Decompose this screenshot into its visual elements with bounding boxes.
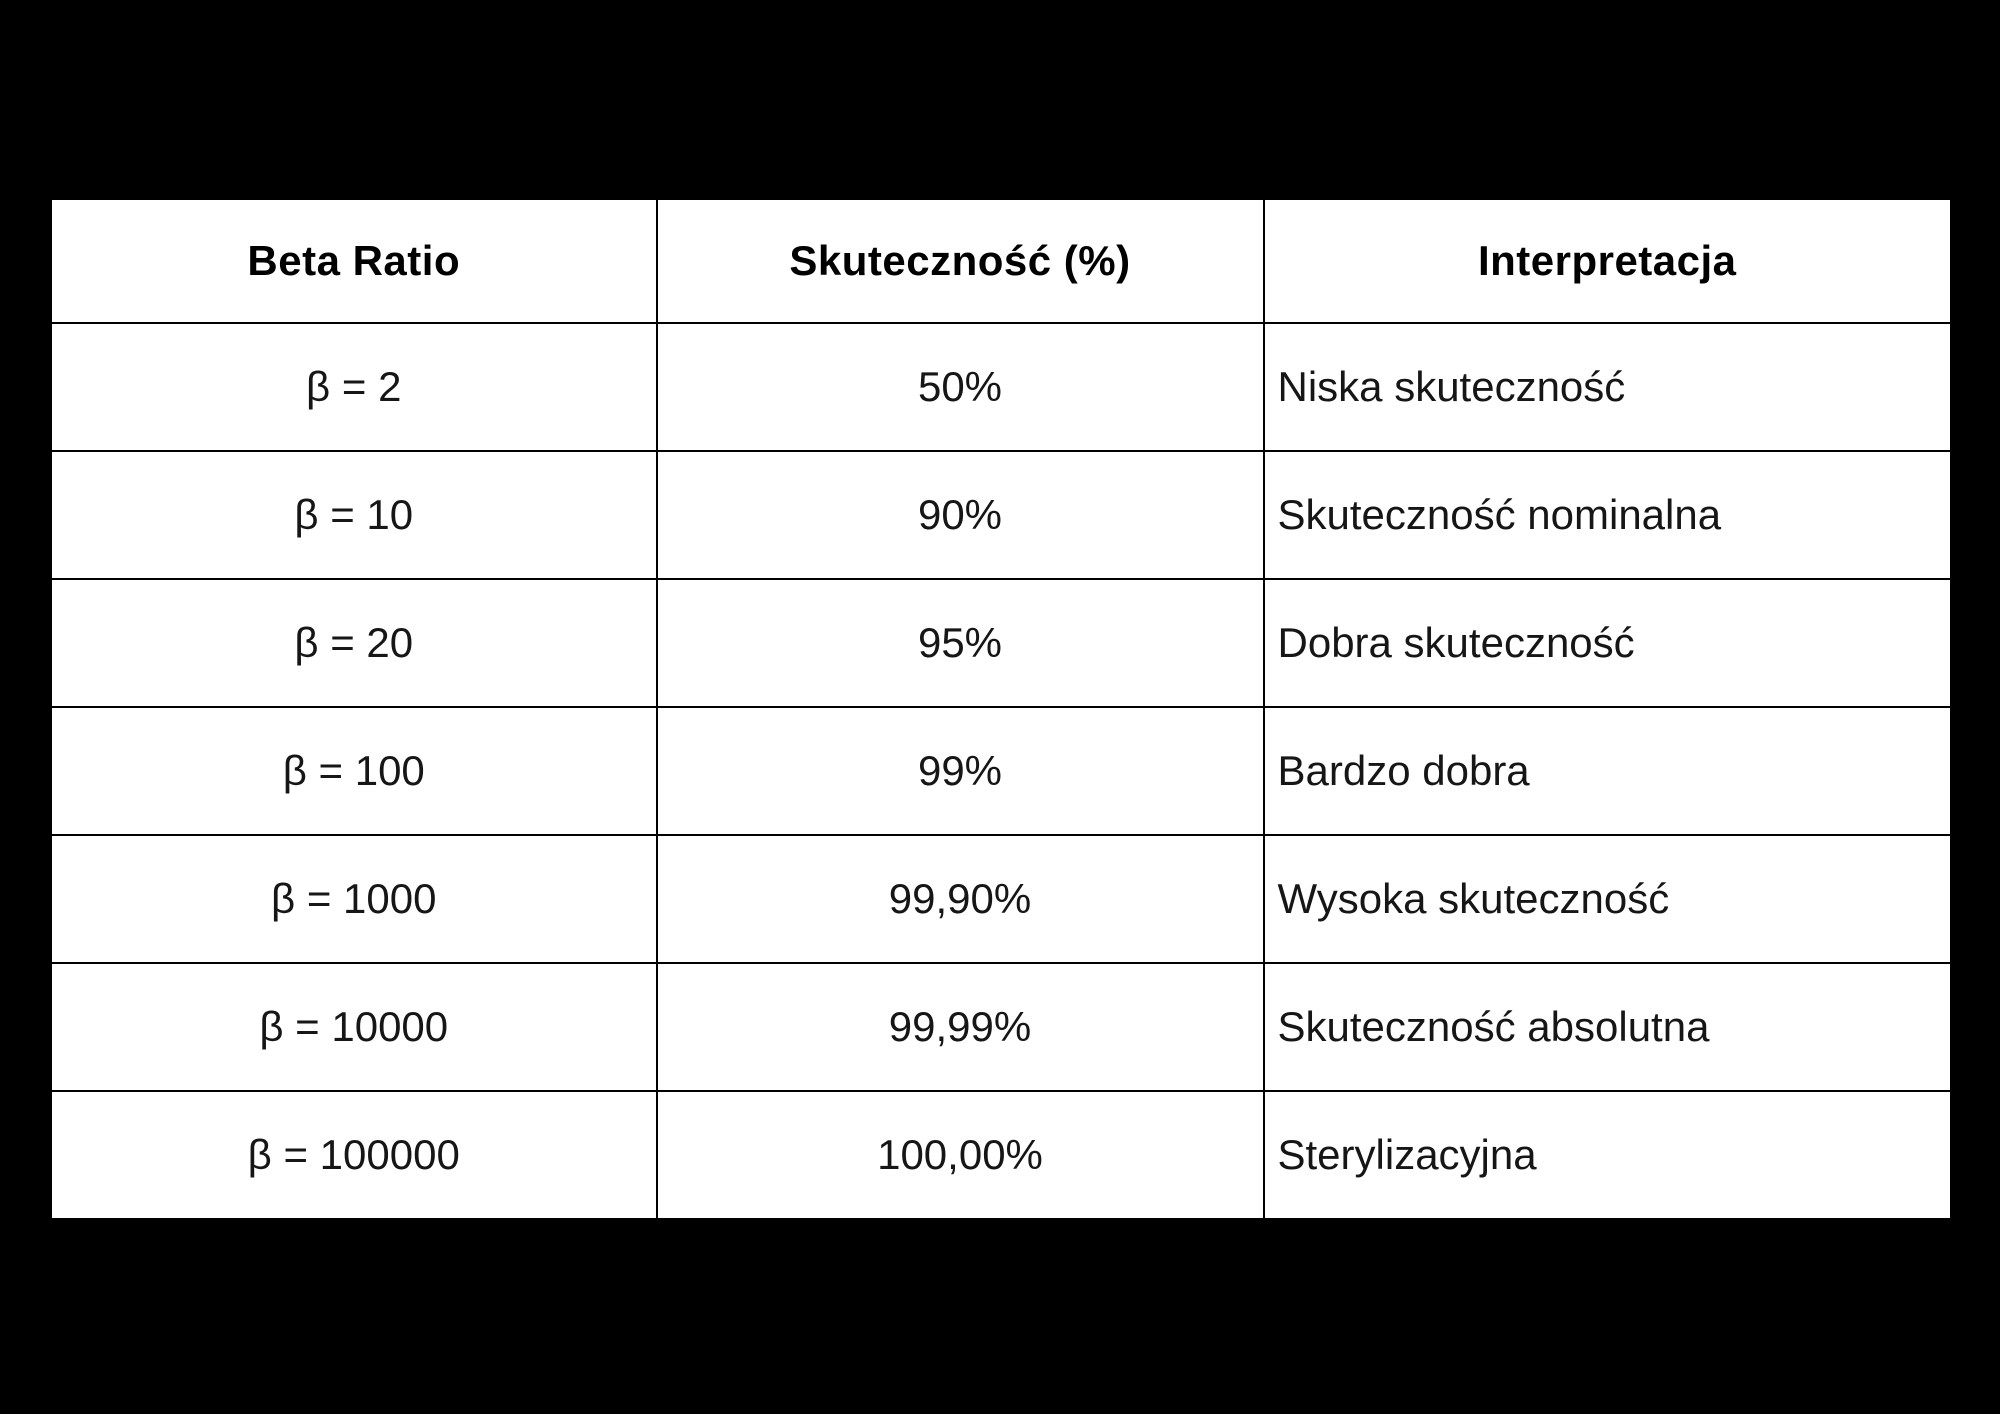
beta-cell: β = 10000 xyxy=(49,962,658,1092)
beta-cell: β = 2 xyxy=(49,322,658,452)
interpretation-cell: Wysoka skuteczność xyxy=(1262,834,1953,964)
effectiveness-cell: 50% xyxy=(655,322,1265,452)
table-row: β = 10000 99,99% Skuteczność absolutna xyxy=(49,962,1953,1092)
interpretation-cell: Sterylizacyjna xyxy=(1262,1090,1953,1221)
beta-table-wrapper: Beta Ratio Skuteczność (%) Interpretacja… xyxy=(49,197,1953,1221)
table-row: β = 10 90% Skuteczność nominalna xyxy=(49,450,1953,580)
interpretation-cell: Bardzo dobra xyxy=(1262,706,1953,836)
beta-cell: β = 10 xyxy=(49,450,658,580)
beta-effectiveness-table: Beta Ratio Skuteczność (%) Interpretacja… xyxy=(49,197,1953,1221)
interpretation-cell: Skuteczność nominalna xyxy=(1262,450,1953,580)
interpretation-cell: Niska skuteczność xyxy=(1262,322,1953,452)
beta-cell: β = 100 xyxy=(49,706,658,836)
table-row: β = 100 99% Bardzo dobra xyxy=(49,706,1953,836)
beta-cell: β = 1000 xyxy=(49,834,658,964)
table-row: β = 1000 99,90% Wysoka skuteczność xyxy=(49,834,1953,964)
effectiveness-cell: 99,90% xyxy=(655,834,1265,964)
beta-cell: β = 100000 xyxy=(49,1090,658,1221)
effectiveness-cell: 99% xyxy=(655,706,1265,836)
table-row: β = 100000 100,00% Sterylizacyjna xyxy=(49,1090,1953,1221)
beta-cell: β = 20 xyxy=(49,578,658,708)
effectiveness-cell: 99,99% xyxy=(655,962,1265,1092)
header-row: Beta Ratio Skuteczność (%) Interpretacja xyxy=(49,197,1953,324)
header-cell-skutecznosc: Skuteczność (%) xyxy=(655,197,1265,324)
header-cell-interpretacja: Interpretacja xyxy=(1262,197,1953,324)
table-row: β = 2 50% Niska skuteczność xyxy=(49,322,1953,452)
table-row: β = 20 95% Dobra skuteczność xyxy=(49,578,1953,708)
interpretation-cell: Skuteczność absolutna xyxy=(1262,962,1953,1092)
interpretation-cell: Dobra skuteczność xyxy=(1262,578,1953,708)
header-cell-beta-ratio: Beta Ratio xyxy=(49,197,658,324)
effectiveness-cell: 90% xyxy=(655,450,1265,580)
effectiveness-cell: 95% xyxy=(655,578,1265,708)
effectiveness-cell: 100,00% xyxy=(655,1090,1265,1221)
